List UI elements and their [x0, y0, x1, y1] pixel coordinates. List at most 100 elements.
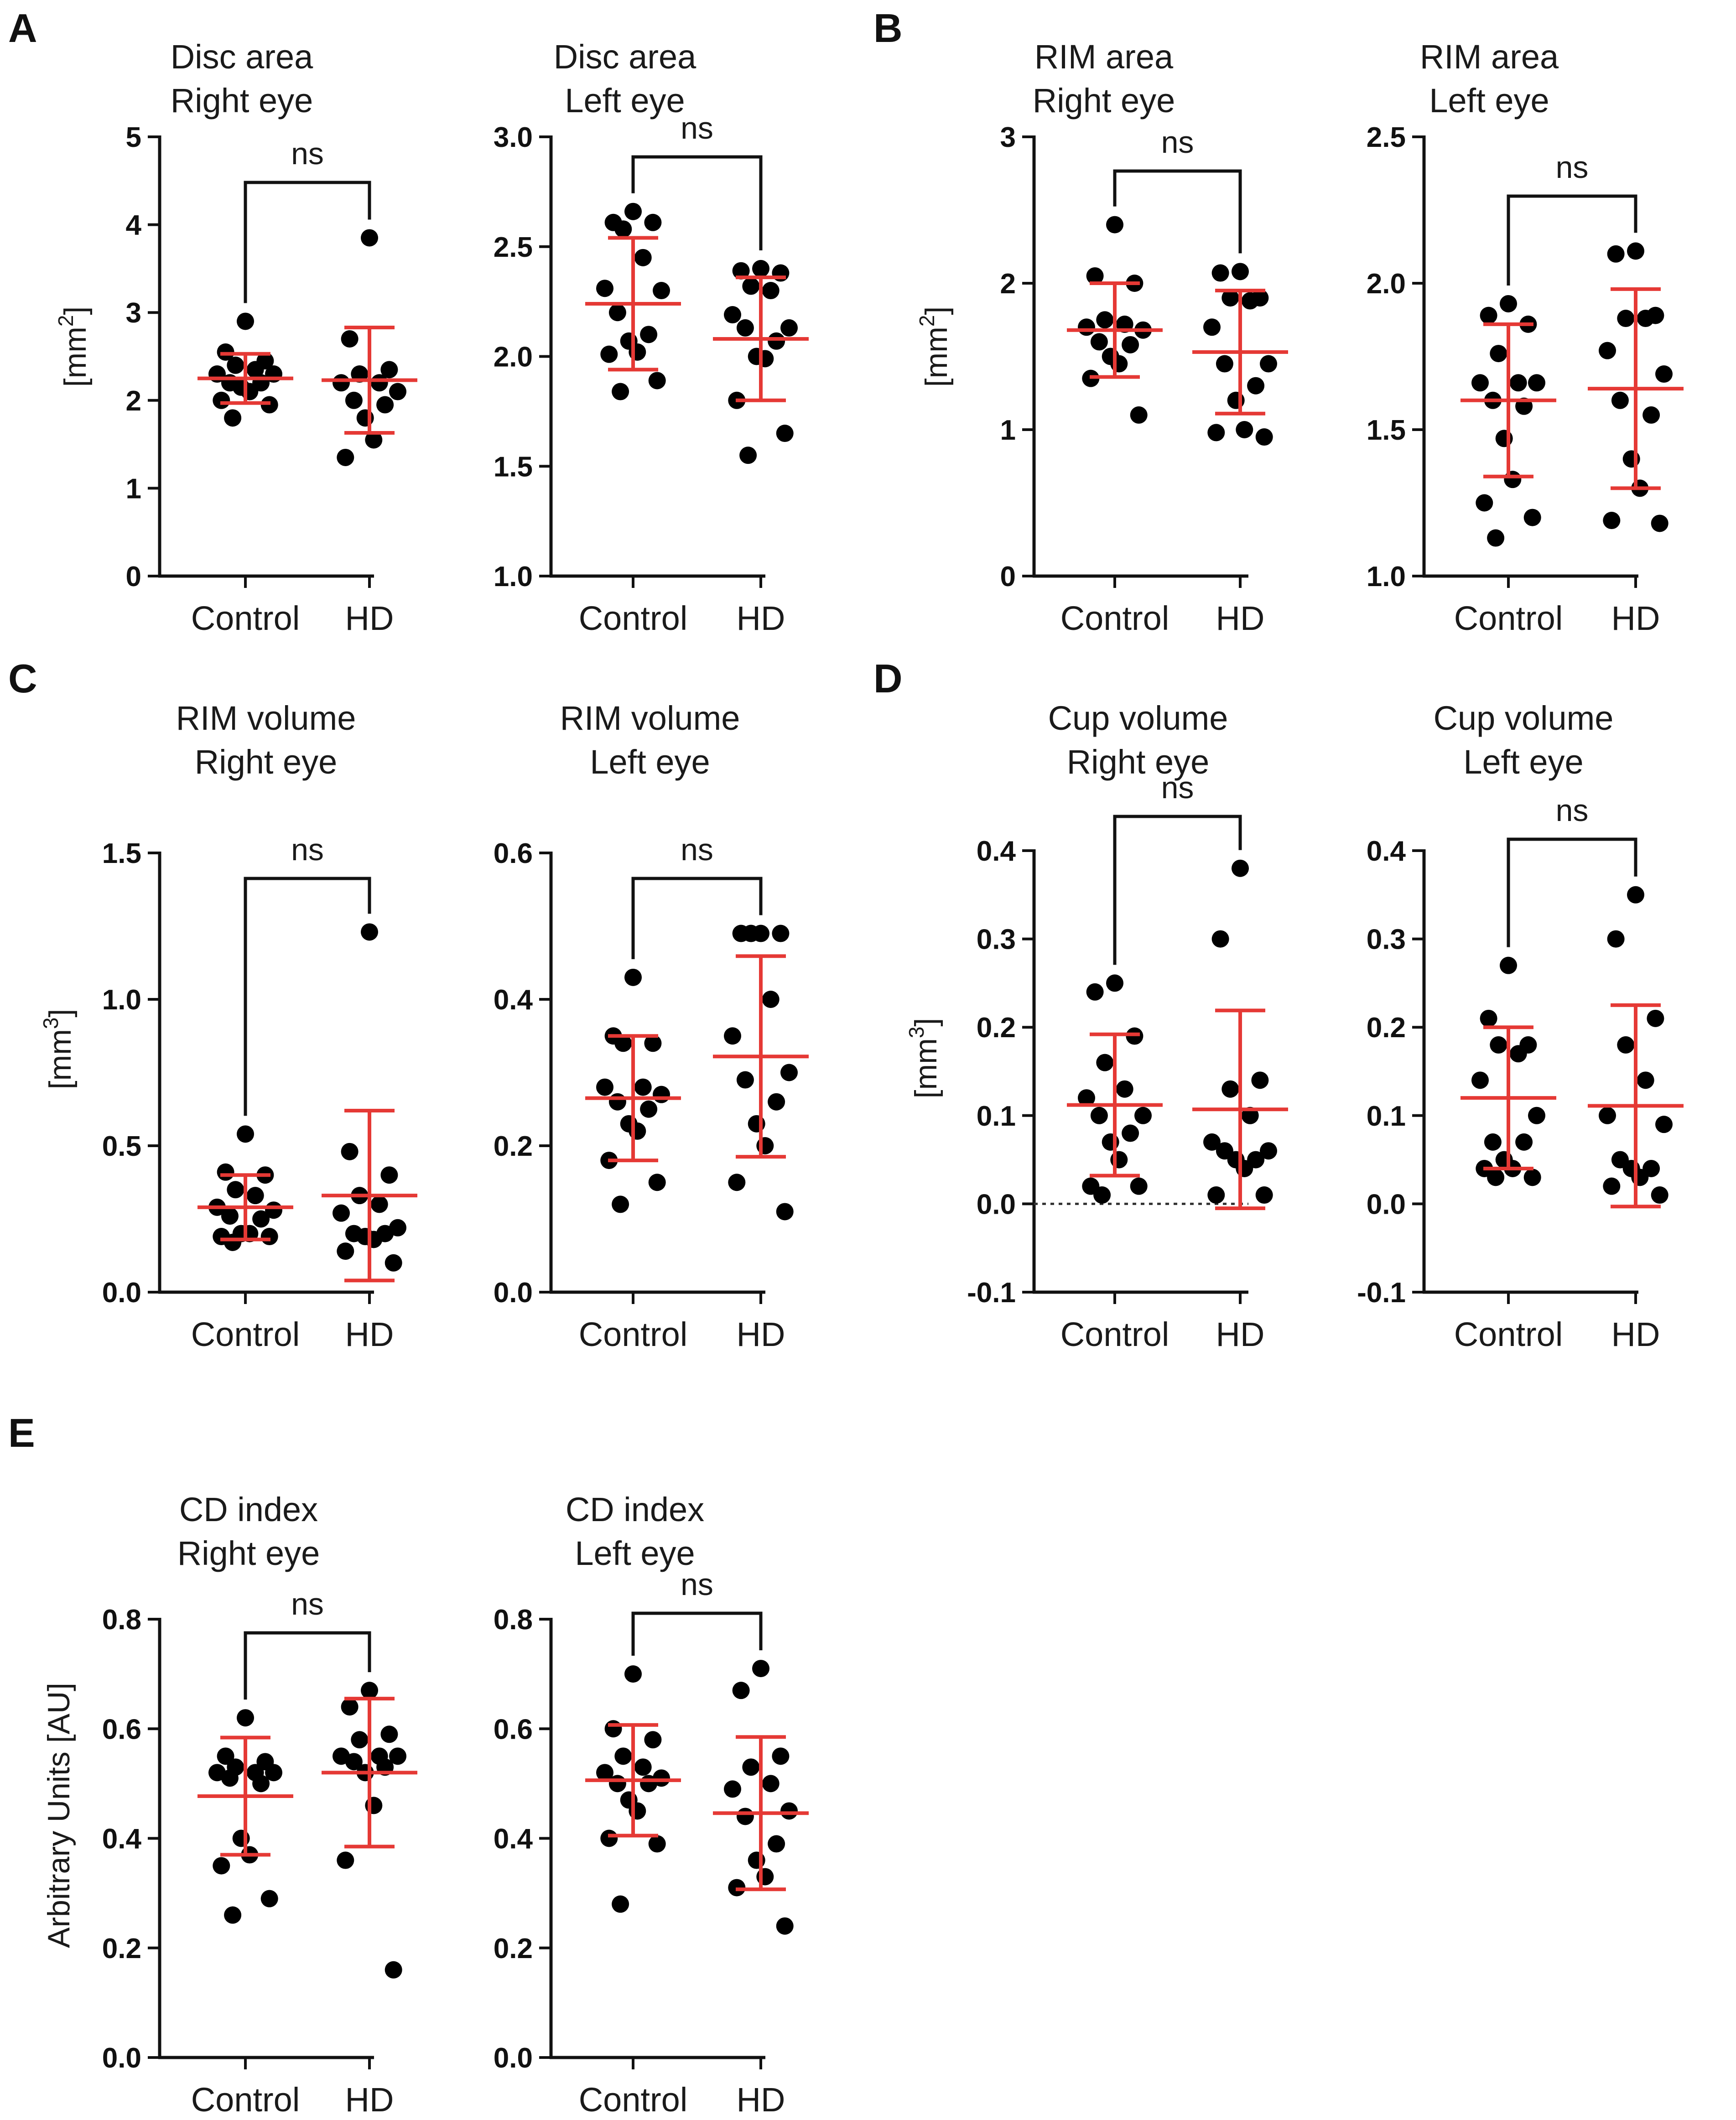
data-point-hd — [780, 1802, 798, 1820]
data-point-control — [614, 1034, 632, 1052]
y-axis-label-cd-index: Arbitrary Units [AU] — [42, 1683, 76, 1948]
plot-title-line: Left eye — [565, 82, 685, 120]
data-point-hd — [1241, 292, 1259, 310]
data-point-hd — [1599, 1107, 1616, 1124]
y-tick-label: 0.4 — [102, 1824, 142, 1855]
y-tick-label: 1.0 — [494, 561, 533, 592]
data-point-control — [1476, 494, 1493, 512]
plot-disc-area-left: Disc area Left eye 1.0 1.5 2.0 2.5 3.0 Control H… — [494, 38, 809, 637]
data-point-control — [1500, 956, 1517, 974]
x-category-label: Control — [1454, 1315, 1563, 1353]
plot-rim-volume-right: RIM volume Right eye 0.0 0.5 1.0 1.5 Control HD… — [102, 699, 417, 1353]
y-tick-label: 0 — [1000, 561, 1016, 592]
data-point-hd — [1260, 355, 1277, 373]
data-point-control — [1116, 1080, 1133, 1098]
data-point-hd — [780, 319, 798, 337]
y-axis-label-disc-area-sup: 2 — [54, 315, 78, 327]
x-category-label: HD — [737, 1315, 785, 1353]
y-tick-label: -0.1 — [967, 1277, 1016, 1309]
y-axis-label-rim-area-sup: 2 — [915, 315, 939, 327]
x-category-label: HD — [737, 599, 785, 637]
data-point-control — [1093, 1186, 1111, 1204]
data-point-control — [608, 304, 626, 322]
plot-title-line: Left eye — [575, 1534, 695, 1572]
data-point-hd — [1617, 1036, 1635, 1054]
y-axis-label-cup-volume-close: ] — [909, 1018, 943, 1027]
significance-label: ns — [681, 1567, 713, 1602]
y-tick-label: 3 — [1000, 122, 1016, 153]
significance-bracket — [631, 1611, 763, 1656]
y-tick-label: 0 — [126, 561, 141, 592]
y-tick-label: 0.6 — [494, 1714, 533, 1745]
data-point-hd — [732, 262, 750, 280]
data-point-control — [221, 1769, 239, 1787]
plot-cup-volume-right: Cup volume Right eye -0.1 0.0 0.1 0.2 0.3 0.4 Co… — [967, 699, 1288, 1353]
data-point-control — [612, 1195, 629, 1213]
data-point-hd — [1655, 365, 1673, 383]
data-point-control — [213, 391, 230, 409]
y-tick-label: 0.0 — [977, 1189, 1016, 1220]
data-point-control — [1090, 333, 1108, 351]
x-category-label: Control — [1454, 599, 1563, 637]
data-point-control — [1106, 974, 1123, 992]
data-point-control — [1090, 1107, 1108, 1124]
data-point-control — [1490, 1036, 1507, 1054]
data-point-hd — [361, 923, 378, 941]
data-point-control — [227, 356, 244, 374]
plot-title-line: Left eye — [590, 743, 710, 781]
y-axis-label-cup-volume-sup: 3 — [904, 1027, 928, 1039]
y-axis-label-rim-area-main: [mm — [919, 327, 954, 387]
x-category-label: Control — [1060, 599, 1169, 637]
data-point-hd — [742, 1758, 760, 1776]
data-point-control — [213, 1857, 230, 1875]
y-tick-label: -0.1 — [1357, 1277, 1406, 1309]
data-point-hd — [1203, 318, 1221, 336]
data-point-control — [1480, 1009, 1497, 1027]
y-tick-label: 1.5 — [1367, 415, 1406, 446]
data-point-hd — [1221, 1080, 1239, 1098]
data-point-hd — [345, 391, 363, 409]
y-axis-label-disc-area: [mm2] — [54, 307, 93, 387]
y-tick-label: 0.6 — [102, 1714, 141, 1745]
plot-title-line: Right eye — [1033, 82, 1175, 120]
data-point-hd — [736, 1808, 754, 1825]
x-category-label: Control — [191, 1315, 300, 1353]
data-point-control — [644, 1034, 662, 1052]
plot-title-line: Disc area — [554, 38, 696, 76]
data-point-hd — [365, 431, 383, 449]
data-point-hd — [1637, 310, 1654, 327]
data-point-control — [1096, 1054, 1114, 1071]
data-point-hd — [728, 1174, 746, 1191]
data-point-control — [1509, 374, 1527, 392]
data-point-hd — [1203, 1133, 1221, 1151]
data-point-hd — [1599, 342, 1616, 359]
y-tick-label: 0.4 — [1367, 836, 1406, 867]
x-category-label: Control — [191, 2081, 300, 2119]
data-point-control — [624, 1665, 642, 1683]
y-tick-label: 0.8 — [494, 1604, 533, 1636]
data-point-control — [1130, 1177, 1148, 1195]
y-tick-label: 0.3 — [977, 924, 1016, 956]
y-tick-label: 3.0 — [494, 122, 533, 153]
data-point-hd — [333, 1204, 350, 1222]
data-point-hd — [742, 925, 760, 942]
data-point-control — [1078, 318, 1095, 336]
data-point-control — [653, 1086, 670, 1103]
y-axis-label-rim-volume: [mm3] — [39, 1009, 78, 1090]
data-point-control — [1471, 1071, 1489, 1089]
y-axis-label-rim-volume-close: ] — [43, 1009, 78, 1018]
data-point-hd — [1637, 1071, 1654, 1089]
x-category-label: HD — [1216, 1315, 1265, 1353]
data-point-hd — [768, 1835, 785, 1853]
y-tick-label: 1.5 — [494, 451, 533, 483]
data-point-hd — [1216, 355, 1233, 373]
data-point-hd — [380, 1725, 398, 1743]
data-point-control — [1086, 267, 1104, 285]
significance-bracket — [244, 181, 371, 303]
y-tick-label: 4 — [126, 210, 142, 241]
y-axis-label-rim-area-close: ] — [919, 307, 954, 315]
data-point-hd — [361, 229, 378, 247]
data-point-control — [600, 345, 618, 363]
